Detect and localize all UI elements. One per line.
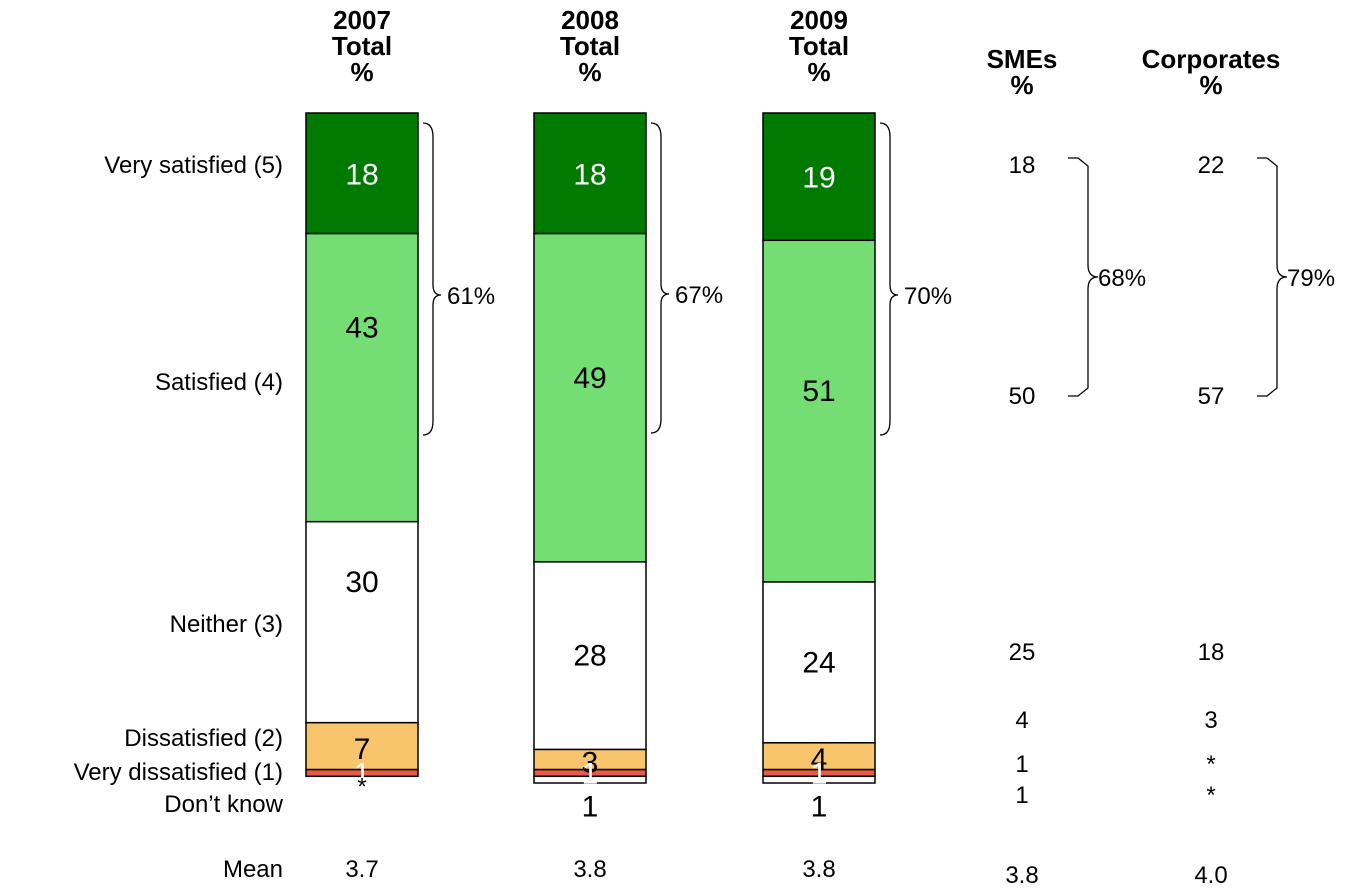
- net-satisfied-label: 67%: [675, 282, 723, 309]
- column-header: Corporates: [1142, 44, 1281, 74]
- breakdown-value: 18: [1009, 152, 1036, 179]
- row-label: Dissatisfied (2): [124, 725, 283, 752]
- mean-value: 3.8: [802, 856, 835, 883]
- bar-value-label: 1: [811, 758, 828, 791]
- net-satisfied-label: 68%: [1098, 265, 1146, 292]
- breakdown-value: 22: [1198, 152, 1225, 179]
- breakdown-value: 3: [1204, 707, 1217, 734]
- breakdown-value: 18: [1198, 639, 1225, 666]
- bar-segment: [533, 112, 647, 235]
- bar-value-label: 18: [345, 158, 378, 191]
- column-header: %: [807, 57, 830, 87]
- mean-value: 3.8: [573, 856, 606, 883]
- bar-value-label: 49: [573, 362, 606, 395]
- column-header: Total: [332, 31, 392, 61]
- breakdown-value: 25: [1009, 639, 1036, 666]
- bar-value-label: 19: [802, 162, 835, 195]
- net-satisfied-brace: [422, 122, 442, 436]
- bar-value-label: *: [357, 773, 366, 800]
- bar-value-label: 30: [345, 566, 378, 599]
- column-header: Total: [789, 31, 849, 61]
- breakdown-value: *: [1206, 751, 1215, 778]
- column-header: %: [350, 57, 373, 87]
- bar-segment: [533, 775, 647, 784]
- bar-value-label: 43: [345, 312, 378, 345]
- bar-value-label: 18: [573, 158, 606, 191]
- row-label: Very dissatisfied (1): [74, 759, 283, 786]
- bar-segment: [762, 112, 876, 242]
- breakdown-value: 1: [1015, 751, 1028, 778]
- breakdown-value: 4: [1015, 707, 1028, 734]
- bar-segment: [762, 775, 876, 784]
- bar-segment: [305, 232, 419, 523]
- row-label: Don’t know: [164, 791, 283, 818]
- bar-segment: [762, 581, 876, 744]
- column-header: %: [1010, 70, 1033, 100]
- bar-segment: [533, 561, 647, 751]
- net-satisfied-brace: [879, 122, 899, 436]
- breakdown-value: 50: [1009, 383, 1036, 410]
- breakdown-value: *: [1206, 782, 1215, 809]
- breakdown-value: 57: [1198, 383, 1225, 410]
- breakdown-value: 1: [1015, 782, 1028, 809]
- bar-value-label: 3: [582, 747, 599, 780]
- net-satisfied-brace: [650, 122, 670, 434]
- net-satisfied-label: 61%: [447, 283, 495, 310]
- mean-value: 4.0: [1194, 862, 1227, 889]
- net-satisfied-label: 70%: [904, 283, 952, 310]
- mean-value: 3.8: [1005, 862, 1038, 889]
- mean-value: 3.7: [345, 856, 378, 883]
- row-label: Satisfied (4): [155, 369, 283, 396]
- bar-value-label: 4: [811, 743, 828, 776]
- bar-segment: [762, 239, 876, 583]
- bar-segment: [305, 520, 419, 724]
- mean-row-label: Mean: [223, 856, 283, 883]
- bar-segment: [533, 232, 647, 563]
- row-label: Very satisfied (5): [104, 152, 283, 179]
- column-header: %: [578, 57, 601, 87]
- column-header: 2007: [333, 5, 391, 35]
- bar-value-label: 1: [354, 758, 371, 791]
- column-header: 2008: [561, 5, 619, 35]
- net-satisfied-label: 79%: [1287, 265, 1335, 292]
- row-label: Neither (3): [170, 611, 283, 638]
- net-satisfied-brace: [1068, 157, 1099, 397]
- column-header: Total: [560, 31, 620, 61]
- bar-value-label: 1: [811, 790, 828, 823]
- bar-value-label: 51: [802, 375, 835, 408]
- column-header: SMEs: [987, 44, 1058, 74]
- bar-segment: [305, 768, 419, 778]
- bar-value-label: 1: [582, 758, 599, 791]
- bar-value-label: 28: [573, 640, 606, 673]
- bar-value-label: 1: [582, 790, 599, 823]
- bar-segment: [762, 742, 876, 771]
- bar-value-label: 7: [354, 733, 371, 766]
- column-header: %: [1199, 70, 1222, 100]
- bar-segment: [305, 721, 419, 771]
- net-satisfied-brace: [1257, 157, 1288, 397]
- column-header: 2009: [790, 5, 848, 35]
- bar-value-label: 24: [802, 646, 835, 679]
